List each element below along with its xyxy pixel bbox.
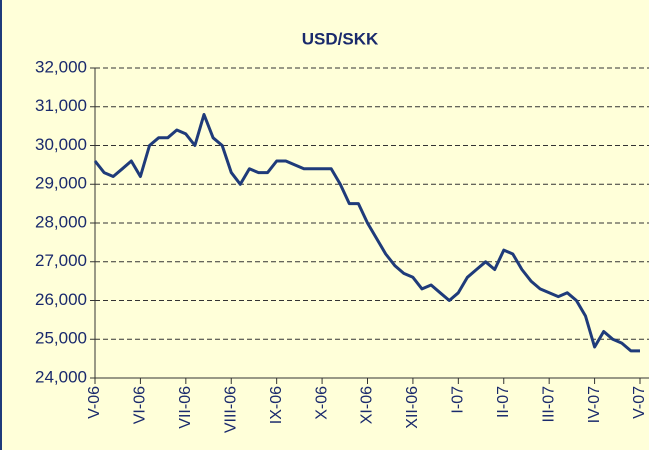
x-tick-label: XI-06: [359, 386, 376, 424]
x-tick-label: IX-06: [268, 386, 285, 424]
x-tick-label: I-07: [450, 386, 467, 414]
y-tick-label: 32,000: [35, 57, 87, 76]
data-line: [93, 113, 640, 353]
y-tick-label: 31,000: [35, 96, 87, 115]
x-tick-label: XII-06: [404, 386, 421, 429]
y-tick-label: 25,000: [35, 329, 87, 348]
y-tick-label: 26,000: [35, 290, 87, 309]
x-tick-label: X-06: [313, 386, 330, 420]
y-tick-label: 29,000: [35, 174, 87, 193]
y-tick-label: 28,000: [35, 212, 87, 231]
x-tick-label: II-07: [495, 386, 512, 418]
x-tick-label: III-07: [540, 386, 557, 423]
y-tick-label: 24,000: [35, 367, 87, 386]
x-tick-label: V-07: [631, 386, 648, 419]
x-tick-label: IV-07: [586, 386, 603, 423]
x-tick-label: VI-06: [132, 386, 149, 424]
x-tick-label: V-06: [86, 386, 103, 419]
x-tick-label: VIII-06: [222, 386, 239, 433]
chart-title: USD/SKK: [302, 29, 379, 48]
y-tick-label: 27,000: [35, 251, 87, 270]
y-tick-label: 30,000: [35, 135, 87, 154]
x-tick-label: VII-06: [177, 386, 194, 429]
